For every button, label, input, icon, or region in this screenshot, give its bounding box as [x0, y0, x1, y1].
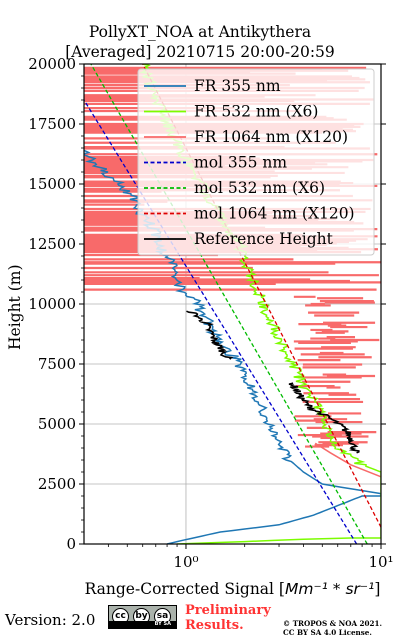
y-tick-label: 17500	[28, 115, 76, 133]
version-label: Version: 2.0	[5, 611, 96, 629]
preliminary-line2: Results.	[185, 618, 244, 633]
y-ticks: 0 2500 5000 7500 10000 12500 15000 17500 20000	[28, 55, 386, 553]
copyright-line2: CC BY SA 4.0 License.	[283, 628, 372, 637]
legend-entry-label: FR 1064 nm (X120)	[194, 128, 348, 146]
fr-1064-lower	[314, 442, 381, 478]
y-tick-label: 15000	[28, 175, 76, 193]
legend-entry-label: FR 532 nm (X6)	[194, 103, 318, 121]
y-tick-label: 7500	[38, 355, 76, 373]
preliminary-notice: Preliminary Results.	[185, 603, 271, 633]
x-tick-label: 10⁰	[173, 553, 198, 571]
chart-title-line2: [Averaged] 20210715 20:00-20:59	[65, 43, 335, 61]
series-mol-532	[90, 64, 368, 544]
x-axis-label-text: Range-Corrected Signal [	[84, 580, 285, 598]
cc-license-badge: cc by sa BY SA	[108, 605, 177, 629]
x-axis-label-end: ]	[374, 580, 381, 598]
x-tick-label: 10¹	[368, 553, 393, 571]
cc-badge-bar: BY SA	[109, 621, 176, 628]
copyright-line1: © TROPOS & NOA 2021.	[283, 619, 383, 628]
legend-box	[137, 68, 375, 256]
legend: FR 355 nm FR 532 nm (X6) FR 1064 nm (X120)…	[137, 68, 375, 256]
y-axis-label: Height (m)	[6, 264, 24, 351]
series-mol-355	[84, 99, 358, 544]
x-axis-label: Range-Corrected Signal [Mm⁻¹ * sr⁻¹]	[60, 580, 400, 598]
legend-entry-label: mol 532 nm (X6)	[194, 179, 325, 197]
x-ticks: 10⁰ 10¹	[107, 544, 394, 571]
legend-entry-label: mol 355 nm	[194, 154, 287, 172]
y-tick-label: 5000	[38, 415, 76, 433]
y-tick-label: 2500	[38, 475, 76, 493]
chart-plot: 0 2500 5000 7500 10000 12500 15000 17500 20000 10…	[28, 55, 394, 571]
reference-height-segment	[186, 310, 234, 360]
sa-icon: sa	[154, 608, 171, 625]
chart-title-line1: PollyXT_NOA at Antikythera	[88, 23, 312, 41]
preliminary-line1: Preliminary	[185, 603, 271, 618]
x-axis-label-unit: Mm⁻¹ * sr⁻¹	[284, 580, 375, 598]
series-mol-1064	[142, 64, 381, 528]
footer: Version: 2.0 cc by sa BY SA Preliminary …	[0, 603, 400, 640]
y-tick-label: 10000	[28, 295, 76, 313]
y-tick-label: 12500	[28, 235, 76, 253]
y-tick-label: 0	[66, 535, 76, 553]
legend-entry-label: FR 355 nm	[194, 77, 281, 95]
legend-entry-label: Reference Height	[194, 230, 334, 248]
y-tick-label: 20000	[28, 55, 76, 73]
copyright-notice: © TROPOS & NOA 2021. CC BY SA 4.0 Licens…	[283, 619, 382, 637]
reference-height-segment	[288, 382, 360, 454]
legend-entry-label: mol 1064 nm (X120)	[194, 205, 355, 223]
